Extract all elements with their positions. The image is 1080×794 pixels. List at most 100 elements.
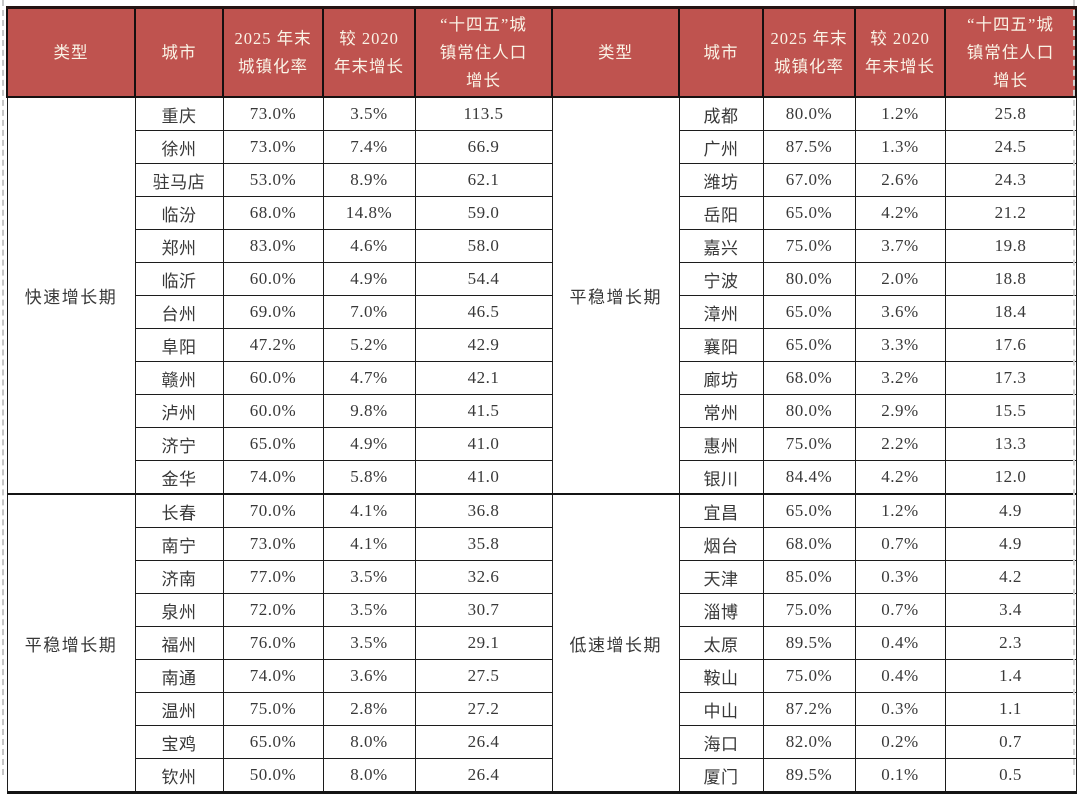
- value-cell: 113.5: [414, 96, 553, 131]
- value-cell: 2.9%: [854, 394, 946, 428]
- city-cell: 广州: [678, 130, 764, 164]
- table-row: 广州 87.5% 1.3% 24.5: [553, 130, 1077, 164]
- city-cell: 长春: [134, 493, 224, 528]
- value-cell: 65.0%: [222, 427, 324, 461]
- value-cell: 3.7%: [854, 229, 946, 263]
- table-row: 郑州 83.0% 4.6% 58.0: [7, 229, 553, 263]
- value-cell: 5.2%: [322, 328, 416, 362]
- value-cell: 8.0%: [322, 758, 416, 793]
- city-cell: 成都: [678, 96, 764, 131]
- value-cell: 3.3%: [854, 328, 946, 362]
- city-cell: 驻马店: [134, 163, 224, 197]
- value-cell: 89.5%: [762, 626, 856, 660]
- city-cell: 南通: [134, 659, 224, 693]
- table-row: 快速增长期 重庆 73.0% 3.5% 113.5: [6, 96, 553, 495]
- value-cell: 0.2%: [854, 725, 946, 759]
- city-cell: 泉州: [134, 593, 224, 627]
- city-cell: 南宁: [134, 527, 224, 561]
- value-cell: 0.1%: [854, 758, 946, 793]
- urbanization-table-right: 类型 城市 2025 年末 城镇化率 较 2020 年末增长 “十四五”城 镇常…: [553, 6, 1077, 794]
- table-row: 徐州 73.0% 7.4% 66.9: [7, 130, 553, 164]
- city-cell: 太原: [678, 626, 764, 660]
- value-cell: 82.0%: [762, 725, 856, 759]
- table-row: 临汾 68.0% 14.8% 59.0: [7, 196, 553, 230]
- value-cell: 65.0%: [222, 725, 324, 759]
- value-cell: 2.8%: [322, 692, 416, 726]
- value-cell: 75.0%: [762, 229, 856, 263]
- type-cell: 低速增长期: [553, 493, 680, 793]
- value-cell: 4.9: [944, 493, 1077, 528]
- city-cell: 岳阳: [678, 196, 764, 230]
- city-cell: 赣州: [134, 361, 224, 395]
- city-cell: 淄博: [678, 593, 764, 627]
- table-body-right: 平稳增长期 成都 80.0% 1.2% 25.8 广州 87.5% 1.3% 24.5 潍坊 67.…: [553, 96, 1077, 793]
- city-cell: 温州: [134, 692, 224, 726]
- col-header-city: 城市: [134, 6, 224, 98]
- value-cell: 3.6%: [854, 295, 946, 329]
- table-row: 低速增长期 宜昌 65.0% 1.2% 4.9: [553, 493, 1077, 793]
- value-cell: 60.0%: [222, 361, 324, 395]
- value-cell: 2.0%: [854, 262, 946, 296]
- value-cell: 73.0%: [222, 130, 324, 164]
- value-cell: 1.4: [944, 659, 1077, 693]
- value-cell: 0.4%: [854, 626, 946, 660]
- value-cell: 41.0: [414, 427, 553, 461]
- value-cell: 2.6%: [854, 163, 946, 197]
- value-cell: 13.3: [944, 427, 1077, 461]
- value-cell: 14.8%: [322, 196, 416, 230]
- value-cell: 42.1: [414, 361, 553, 395]
- city-cell: 中山: [678, 692, 764, 726]
- value-cell: 7.4%: [322, 130, 416, 164]
- value-cell: 68.0%: [762, 361, 856, 395]
- value-cell: 75.0%: [762, 659, 856, 693]
- value-cell: 50.0%: [222, 758, 324, 793]
- col-header-type: 类型: [6, 6, 136, 98]
- value-cell: 87.2%: [762, 692, 856, 726]
- table-row: 太原 89.5% 0.4% 2.3: [553, 626, 1077, 660]
- city-cell: 金华: [134, 460, 224, 495]
- value-cell: 89.5%: [762, 758, 856, 793]
- page-edge-right-dashed: [1073, 0, 1075, 775]
- value-cell: 3.5%: [322, 96, 416, 131]
- value-cell: 3.6%: [322, 659, 416, 693]
- value-cell: 70.0%: [222, 493, 324, 528]
- table-row: 驻马店 53.0% 8.9% 62.1: [7, 163, 553, 197]
- value-cell: 4.9: [944, 527, 1077, 561]
- table-row: 天津 85.0% 0.3% 4.2: [553, 560, 1077, 594]
- value-cell: 36.8: [414, 493, 553, 528]
- value-cell: 18.8: [944, 262, 1077, 296]
- city-cell: 阜阳: [134, 328, 224, 362]
- table-row: 济宁 65.0% 4.9% 41.0: [7, 427, 553, 461]
- value-cell: 29.1: [414, 626, 553, 660]
- table-row: 宝鸡 65.0% 8.0% 26.4: [7, 725, 553, 759]
- value-cell: 7.0%: [322, 295, 416, 329]
- value-cell: 72.0%: [222, 593, 324, 627]
- col-header-pop-growth: “十四五”城 镇常住人口 增长: [944, 6, 1077, 98]
- city-cell: 天津: [678, 560, 764, 594]
- value-cell: 62.1: [414, 163, 553, 197]
- value-cell: 75.0%: [762, 427, 856, 461]
- value-cell: 77.0%: [222, 560, 324, 594]
- table-row: 南通 74.0% 3.6% 27.5: [7, 659, 553, 693]
- table-row: 银川 84.4% 4.2% 12.0: [553, 460, 1077, 495]
- value-cell: 9.8%: [322, 394, 416, 428]
- urbanization-tables: 类型 城市 2025 年末 城镇化率 较 2020 年末增长 “十四五”城 镇常…: [6, 6, 1077, 794]
- value-cell: 4.9%: [322, 262, 416, 296]
- table-row: 临沂 60.0% 4.9% 54.4: [7, 262, 553, 296]
- value-cell: 4.1%: [322, 527, 416, 561]
- city-cell: 廊坊: [678, 361, 764, 395]
- value-cell: 1.2%: [854, 96, 946, 131]
- city-cell: 临沂: [134, 262, 224, 296]
- city-cell: 厦门: [678, 758, 764, 793]
- value-cell: 60.0%: [222, 262, 324, 296]
- value-cell: 3.4: [944, 593, 1077, 627]
- value-cell: 32.6: [414, 560, 553, 594]
- value-cell: 67.0%: [762, 163, 856, 197]
- city-cell: 漳州: [678, 295, 764, 329]
- value-cell: 26.4: [414, 725, 553, 759]
- value-cell: 53.0%: [222, 163, 324, 197]
- table-row: 平稳增长期 长春 70.0% 4.1% 36.8: [6, 493, 553, 793]
- urbanization-table-left: 类型 城市 2025 年末 城镇化率 较 2020 年末增长 “十四五”城 镇常…: [6, 6, 553, 794]
- value-cell: 17.3: [944, 361, 1077, 395]
